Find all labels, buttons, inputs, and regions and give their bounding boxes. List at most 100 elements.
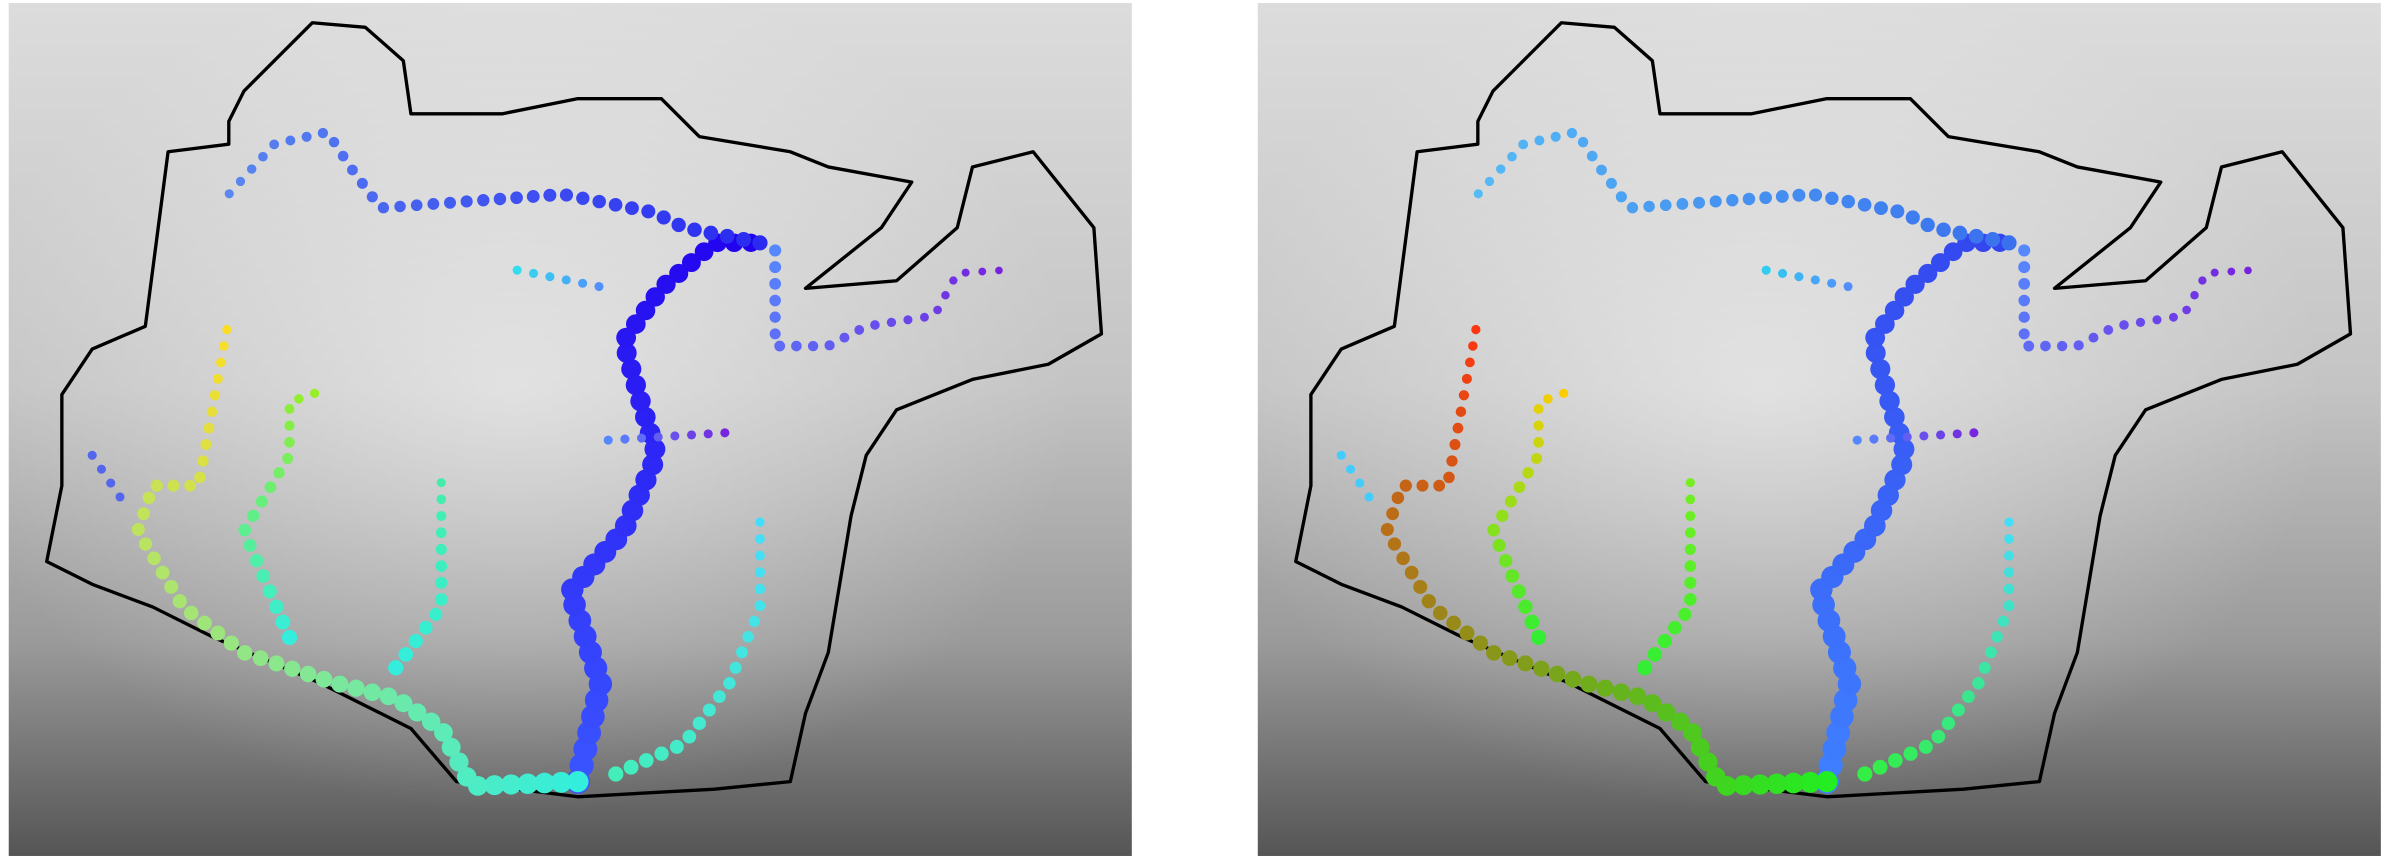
river-point: [219, 341, 229, 351]
river-point: [1794, 272, 1803, 281]
map-panel-right: [1258, 3, 2381, 856]
river-point: [1776, 190, 1789, 203]
river-point: [1486, 645, 1502, 661]
river-point: [870, 320, 880, 330]
river-point: [1936, 430, 1945, 439]
river-point: [1606, 178, 1617, 189]
river-point: [1743, 193, 1755, 205]
river-point: [670, 431, 679, 440]
river-point: [671, 218, 685, 232]
river-point: [1596, 165, 1607, 176]
river-point: [2057, 341, 2067, 351]
river-point: [704, 429, 713, 438]
river-point: [197, 616, 212, 631]
river-point: [394, 201, 405, 212]
river-point: [609, 198, 623, 212]
river-point: [2211, 269, 2219, 277]
river-point: [398, 647, 413, 662]
river-point: [1613, 684, 1631, 702]
river-point: [1762, 266, 1771, 275]
river-point: [1446, 616, 1461, 631]
river-point: [1499, 554, 1512, 567]
river-point: [1686, 495, 1696, 505]
river-point: [461, 195, 473, 207]
river-point: [742, 631, 754, 643]
river-point: [276, 615, 291, 630]
river-point: [1355, 479, 1364, 488]
river-point: [1433, 606, 1448, 621]
river-point: [494, 193, 506, 205]
river-point: [436, 495, 446, 505]
river-point: [244, 539, 257, 552]
river-point: [1487, 524, 1500, 537]
river-point: [1953, 429, 1962, 438]
river-point: [2198, 276, 2206, 284]
river-point: [419, 621, 433, 635]
river-point: [854, 325, 864, 335]
river-point: [1919, 740, 1933, 754]
river-point: [637, 433, 646, 442]
river-point: [527, 190, 540, 203]
river-point: [143, 492, 156, 505]
river-point: [1551, 132, 1561, 142]
river-point: [1969, 229, 1984, 244]
river-point: [2136, 318, 2145, 327]
page: (() => { const ns = 'http://www.w3.org/2…: [0, 0, 2382, 859]
terrain-highlight: [9, 3, 1132, 856]
river-point: [210, 626, 225, 641]
river-point: [1468, 341, 1478, 351]
river-point: [1534, 404, 1544, 414]
river-point: [920, 313, 929, 322]
river-point: [1873, 760, 1888, 775]
river-point: [608, 766, 623, 781]
river-point: [791, 341, 802, 352]
river-point: [1841, 195, 1854, 208]
river-point: [769, 261, 781, 273]
river-point: [1919, 431, 1928, 440]
river-point: [436, 544, 447, 555]
river-point: [1903, 747, 1917, 761]
river-point: [2004, 584, 2015, 595]
river-point: [256, 569, 270, 583]
river-point: [236, 177, 245, 186]
river-point: [620, 435, 629, 444]
river-point: [1465, 358, 1475, 368]
river-point: [594, 282, 603, 291]
river-point: [755, 551, 765, 561]
river-point: [2074, 340, 2084, 350]
river-point: [247, 164, 256, 173]
river-point: [1388, 537, 1401, 550]
river-point: [139, 537, 152, 550]
river-point: [720, 428, 729, 437]
river-point: [1381, 523, 1394, 536]
river-point: [1496, 164, 1505, 173]
river-point: [207, 406, 218, 417]
river-point: [513, 266, 522, 275]
river-point: [1493, 539, 1506, 552]
river-point: [294, 394, 304, 404]
river-point: [1888, 753, 1903, 768]
river-point: [1525, 615, 1540, 630]
river-point: [115, 492, 124, 501]
river-point: [1903, 432, 1912, 441]
river-point: [284, 661, 300, 677]
river-point: [1565, 671, 1582, 688]
river-point: [1985, 232, 2000, 247]
river-point: [2004, 518, 2013, 527]
river-point: [367, 191, 378, 202]
river-point: [347, 165, 358, 176]
river-point: [284, 421, 294, 431]
river-point: [1685, 511, 1695, 521]
river-point: [1921, 218, 1935, 232]
river-point: [1474, 189, 1483, 198]
river-point: [769, 244, 781, 256]
river-point: [1449, 439, 1460, 450]
river-point: [2004, 600, 2015, 611]
river-point: [1906, 210, 1920, 224]
river-point: [1686, 478, 1695, 487]
river-point: [1422, 594, 1436, 608]
river-point: [1684, 560, 1696, 572]
river-point: [151, 480, 163, 492]
river-point: [1886, 433, 1895, 442]
river-point: [2152, 315, 2161, 324]
